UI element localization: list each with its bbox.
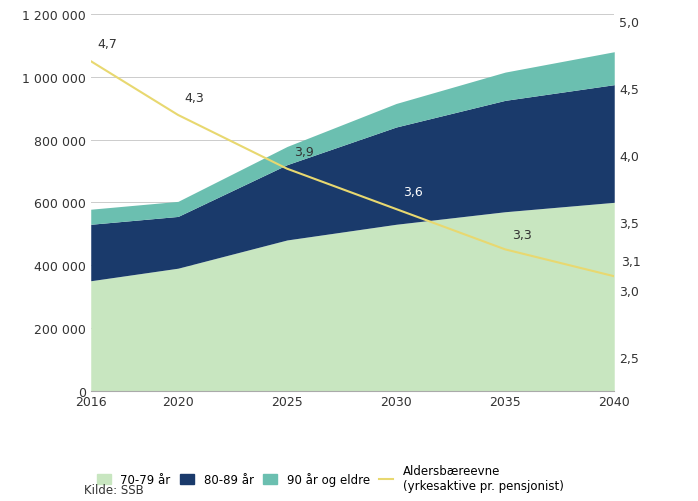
Text: 3,6: 3,6 xyxy=(403,186,422,199)
Text: 3,3: 3,3 xyxy=(512,229,531,242)
Text: 3,9: 3,9 xyxy=(294,146,313,159)
Text: 4,7: 4,7 xyxy=(97,38,117,51)
Text: 3,1: 3,1 xyxy=(621,256,641,269)
Text: Kilde: SSB: Kilde: SSB xyxy=(84,483,144,496)
Legend: 70-79 år, 80-89 år, 90 år og eldre, Aldersbæreevne
(yrkesaktive pr. pensjonist): 70-79 år, 80-89 år, 90 år og eldre, Alde… xyxy=(96,464,564,492)
Text: 4,3: 4,3 xyxy=(184,92,205,105)
